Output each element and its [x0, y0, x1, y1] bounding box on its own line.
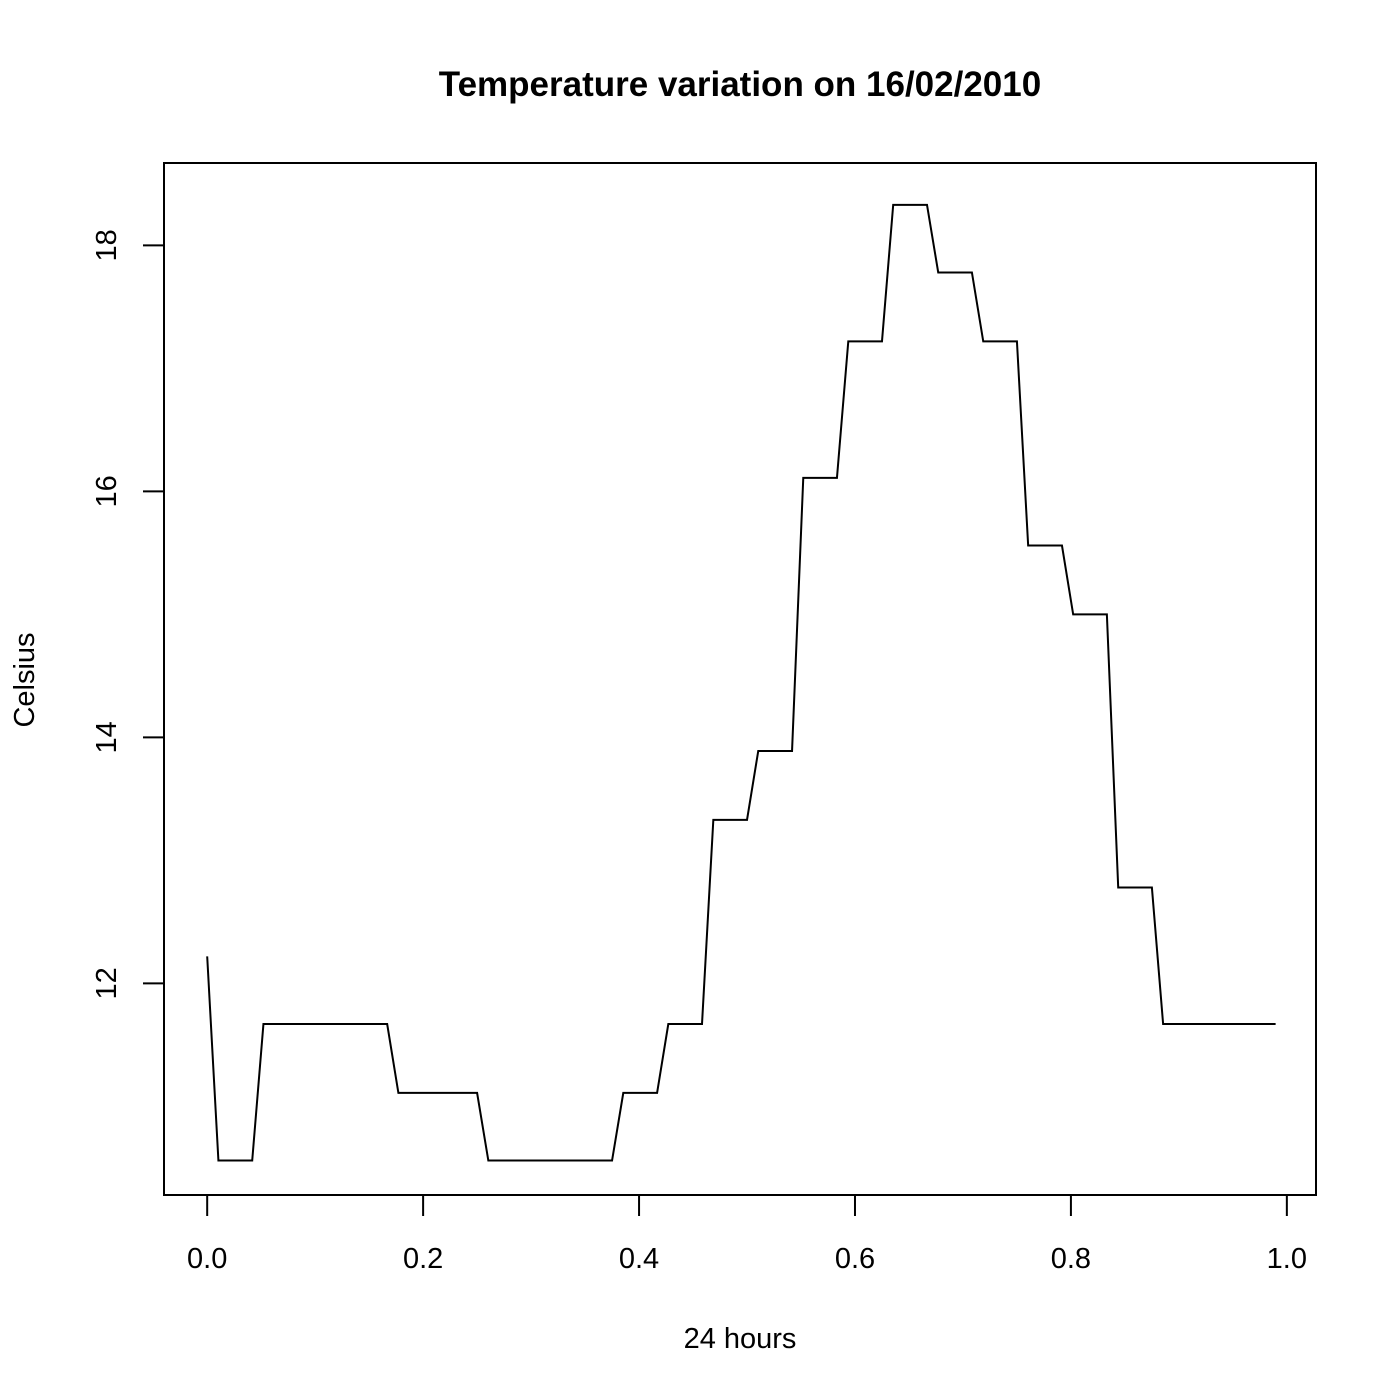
x-tick-label: 0.8 [1051, 1243, 1091, 1275]
y-axis-label: Celsius [9, 632, 41, 727]
y-tick-label: 12 [91, 967, 123, 999]
y-tick-label: 16 [91, 475, 123, 507]
x-axis: 0.0 0.2 0.4 0.6 0.8 1.0 [187, 1194, 1307, 1275]
y-tick-label: 18 [91, 229, 123, 261]
x-tick-label: 0.0 [187, 1243, 227, 1275]
y-tick-label: 14 [91, 721, 123, 753]
y-axis: 12 14 16 18 [91, 229, 165, 1000]
chart-title: Temperature variation on 16/02/2010 [439, 65, 1041, 104]
x-axis-label: 24 hours [684, 1323, 797, 1355]
x-tick-label: 0.6 [835, 1243, 875, 1275]
x-tick-label: 1.0 [1267, 1243, 1307, 1275]
x-tick-label: 0.4 [619, 1243, 659, 1275]
temperature-line [206, 203, 1276, 1162]
x-tick-label: 0.2 [403, 1243, 443, 1275]
